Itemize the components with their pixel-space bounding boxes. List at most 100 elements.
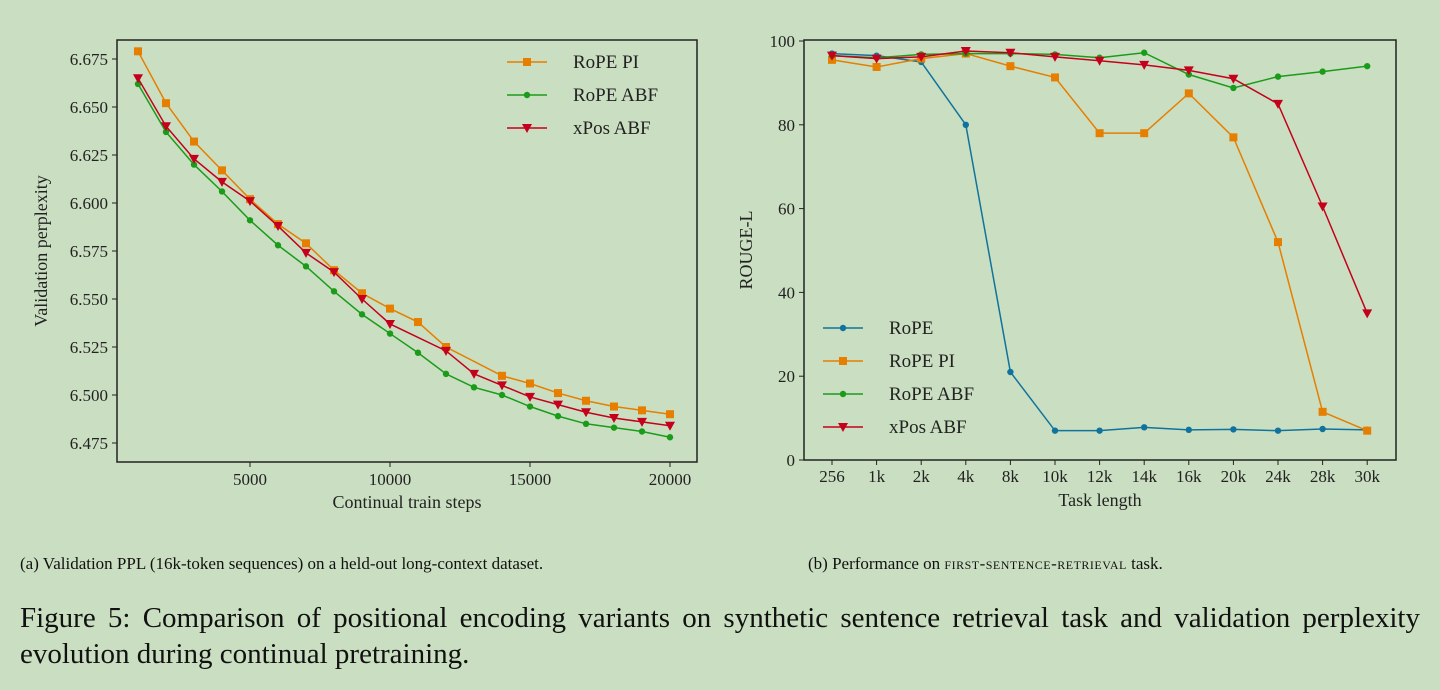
series-rope	[828, 50, 1371, 434]
data-point	[554, 412, 562, 420]
data-point	[1274, 238, 1282, 247]
series-rope-pi	[828, 49, 1372, 435]
data-point	[1096, 427, 1103, 434]
data-point	[218, 166, 226, 175]
legend-marker	[523, 91, 531, 99]
x-tick-label: 20000	[649, 470, 692, 489]
data-point	[1364, 62, 1371, 70]
data-point	[871, 54, 882, 64]
x-tick-label: 28k	[1310, 467, 1336, 486]
y-tick-label: 6.500	[70, 386, 108, 405]
data-point	[1274, 73, 1282, 80]
legend-label-xpos-abf: xPos ABF	[573, 118, 651, 139]
y-tick-label: 6.650	[70, 98, 108, 117]
y-tick-label: 100	[770, 32, 796, 51]
data-point	[1050, 52, 1060, 62]
data-point	[1139, 60, 1150, 70]
data-point	[1051, 73, 1059, 82]
y-tick-label: 20	[778, 367, 795, 386]
data-point	[1051, 427, 1059, 434]
data-point	[1007, 368, 1014, 376]
data-point	[357, 295, 367, 304]
data-point	[1183, 66, 1194, 76]
data-point	[1184, 89, 1193, 98]
y-tick-label: 6.625	[70, 146, 108, 165]
data-point	[246, 217, 254, 224]
legend-label-rope-pi: RoPE PI	[889, 351, 955, 372]
data-point	[498, 391, 506, 399]
data-point	[827, 51, 837, 61]
data-point	[610, 402, 618, 411]
data-point	[386, 330, 394, 337]
legend-label-xpos-abf: xPos ABF	[889, 417, 967, 438]
series-rope-abf	[134, 80, 674, 441]
legend-marker	[839, 390, 847, 398]
data-point	[526, 379, 534, 388]
data-point	[1228, 74, 1239, 84]
data-point	[666, 410, 674, 419]
data-point	[666, 434, 674, 441]
series-rope-abf	[828, 49, 1371, 92]
data-point	[302, 263, 310, 270]
data-point	[1274, 427, 1282, 434]
figure-caption: Figure 5: Comparison of positional encod…	[20, 602, 1420, 670]
x-tick-label: 8k	[1002, 467, 1020, 486]
y-tick-label: 6.675	[70, 50, 108, 69]
data-point	[872, 62, 881, 71]
caption-a: (a) Validation PPL (16k-token sequences)…	[20, 554, 544, 573]
data-point	[134, 47, 142, 56]
data-point	[554, 389, 562, 398]
legend-label-rope-abf: RoPE ABF	[573, 85, 658, 106]
data-point	[525, 392, 535, 402]
data-point	[469, 369, 479, 379]
x-axis-label: Task length	[1058, 490, 1141, 510]
data-point	[1140, 129, 1149, 138]
data-point	[162, 99, 170, 108]
legend-label-rope-pi: RoPE PI	[573, 52, 639, 73]
y-tick-label: 0	[787, 451, 796, 470]
data-point	[1318, 407, 1327, 416]
x-tick-label: 24k	[1265, 467, 1291, 486]
caption-b-task: first-sentence-retrieval	[944, 554, 1127, 573]
data-point	[386, 304, 394, 313]
data-point	[1141, 49, 1148, 56]
legend-marker	[839, 357, 847, 365]
chart-a-validation-ppl: 6.475 6.500 6.525 6.550 6.575 6.600 6.625 6.650…	[31, 39, 698, 512]
data-point	[218, 188, 226, 195]
series-xpos-abf	[133, 74, 675, 431]
data-point	[133, 74, 143, 84]
data-point	[638, 406, 646, 415]
data-point	[1141, 424, 1148, 431]
x-tick-label: 256	[819, 467, 845, 486]
data-point	[189, 154, 199, 164]
data-point	[245, 197, 255, 207]
caption-b: (b) Performance on first-sentence-retrie…	[808, 554, 1163, 574]
data-point	[1006, 62, 1015, 71]
data-point	[960, 47, 971, 57]
data-point	[1230, 84, 1237, 92]
legend-marker	[839, 324, 847, 332]
data-point	[414, 318, 422, 327]
x-tick-label: 30k	[1354, 467, 1380, 486]
data-point	[302, 239, 310, 248]
data-point	[610, 424, 618, 431]
series-line	[137, 83, 671, 438]
series-line	[831, 52, 1368, 432]
y-axis-label: ROUGE-L	[736, 211, 756, 290]
x-tick-label: 5000	[233, 470, 267, 489]
data-point	[385, 319, 395, 329]
x-tick-label: 10000	[369, 470, 412, 489]
legend-marker	[838, 423, 848, 432]
data-point	[637, 417, 647, 427]
data-point	[581, 408, 591, 418]
data-point	[498, 371, 506, 380]
data-point	[358, 311, 366, 318]
series-line	[831, 52, 1368, 432]
x-axis-label: Continual train steps	[333, 492, 482, 512]
data-point	[1319, 68, 1326, 75]
x-tick-label: 1k	[868, 467, 886, 486]
x-tick-label: 14k	[1131, 467, 1157, 486]
x-tick-label: 15000	[509, 470, 552, 489]
legend-marker	[523, 58, 531, 66]
y-axis-label: Validation perplexity	[31, 175, 51, 326]
